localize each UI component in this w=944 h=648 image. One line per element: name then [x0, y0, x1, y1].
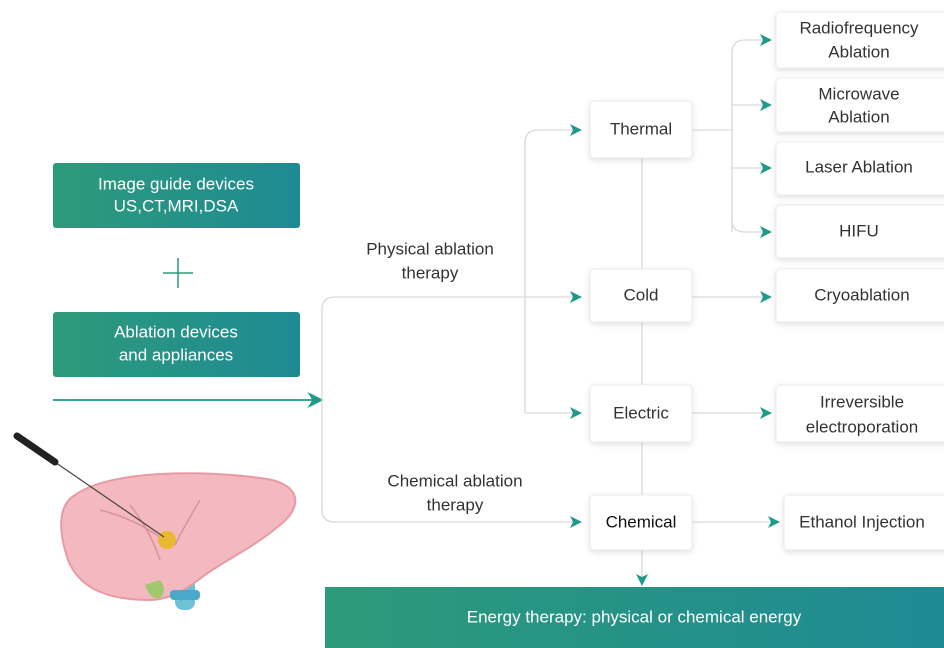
- connector: [321, 296, 578, 523]
- method-box: [783, 494, 944, 551]
- device-box: [53, 312, 300, 377]
- category-box: [589, 384, 693, 443]
- connector: [524, 129, 578, 414]
- branch-label: Chemical ablation: [387, 471, 522, 490]
- method-label: HIFU: [839, 221, 879, 240]
- category-label: Thermal: [610, 119, 672, 138]
- device-label: Image guide devices: [98, 174, 254, 193]
- plus: [163, 258, 193, 288]
- liver-illustration: [13, 432, 297, 610]
- method-label: Laser Ablation: [805, 157, 913, 176]
- footer-label: Energy therapy: physical or chemical ene…: [467, 607, 802, 626]
- method-label: Irreversible: [820, 392, 904, 411]
- method-label: Ablation: [828, 42, 889, 61]
- category-label: Electric: [613, 403, 669, 422]
- category-label: Cold: [624, 285, 659, 304]
- connector: [692, 296, 772, 523]
- connector: [692, 39, 764, 233]
- category-box: [589, 268, 693, 323]
- branch-label: Physical ablation: [366, 239, 494, 258]
- method-box: [775, 77, 944, 133]
- arrowheads: [570, 34, 780, 586]
- method-box: [775, 268, 944, 323]
- device-label: US,CT,MRI,DSA: [114, 196, 239, 215]
- method-label: Cryoablation: [814, 285, 909, 304]
- method-box: [775, 204, 944, 259]
- method-label: Radiofrequency: [799, 18, 919, 37]
- method-box: [775, 11, 944, 69]
- category-label: Chemical: [606, 512, 677, 531]
- device-box: [53, 163, 300, 228]
- method-label: electroporation: [806, 417, 918, 436]
- method-label: Microwave: [818, 84, 899, 103]
- method-label: Ethanol Injection: [799, 512, 925, 531]
- method-box: [775, 141, 944, 196]
- footer-bar: [325, 587, 944, 648]
- device-label: and appliances: [119, 345, 233, 364]
- branch-label: therapy: [427, 495, 484, 514]
- method-box: [775, 384, 944, 443]
- category-box: [589, 494, 693, 551]
- branch-label: therapy: [402, 263, 459, 282]
- device-label: Ablation devices: [114, 322, 238, 341]
- category-box: [589, 100, 693, 159]
- method-label: Ablation: [828, 107, 889, 126]
